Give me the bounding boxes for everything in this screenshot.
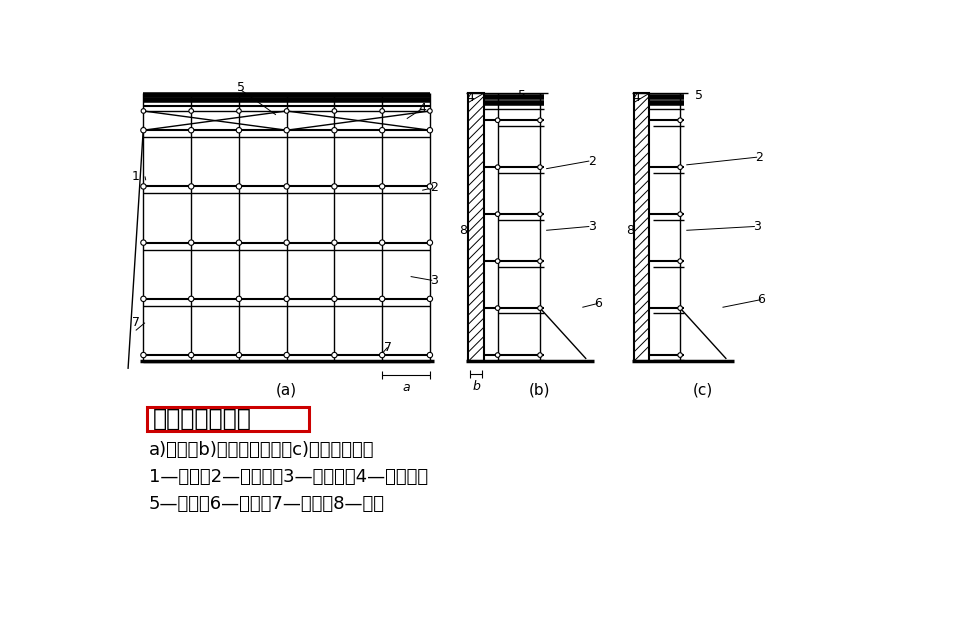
Circle shape xyxy=(678,165,683,169)
Circle shape xyxy=(284,184,290,189)
Circle shape xyxy=(495,306,500,310)
Circle shape xyxy=(236,240,242,245)
Circle shape xyxy=(537,212,542,216)
Text: 多立杆式脚手架: 多立杆式脚手架 xyxy=(153,407,251,431)
Circle shape xyxy=(284,240,290,245)
Circle shape xyxy=(141,296,146,301)
Circle shape xyxy=(141,128,146,133)
Circle shape xyxy=(188,296,194,301)
Text: 5: 5 xyxy=(518,89,527,102)
Circle shape xyxy=(380,352,385,358)
Text: 2: 2 xyxy=(588,155,596,167)
Text: 1—立杆；2—大横杆；3—小横杆；4—脚手板；: 1—立杆；2—大横杆；3—小横杆；4—脚手板； xyxy=(149,467,428,486)
Circle shape xyxy=(237,109,241,113)
Bar xyxy=(147,406,309,431)
Circle shape xyxy=(284,109,289,113)
Text: (c): (c) xyxy=(693,383,713,398)
Text: 2: 2 xyxy=(755,151,764,163)
Circle shape xyxy=(537,353,542,357)
Circle shape xyxy=(537,118,542,123)
Bar xyxy=(468,93,484,361)
Text: a)立面；b)侧面（双排）；c)侧面（单排）: a)立面；b)侧面（双排）；c)侧面（单排） xyxy=(149,441,375,459)
Circle shape xyxy=(495,212,500,216)
Circle shape xyxy=(236,352,242,358)
Circle shape xyxy=(188,352,194,358)
Circle shape xyxy=(188,184,194,189)
Circle shape xyxy=(332,296,337,301)
Circle shape xyxy=(380,128,385,133)
Circle shape xyxy=(332,128,337,133)
Circle shape xyxy=(236,296,242,301)
Circle shape xyxy=(141,240,146,245)
Circle shape xyxy=(427,352,432,358)
Circle shape xyxy=(427,240,432,245)
Text: 6: 6 xyxy=(594,297,601,310)
Circle shape xyxy=(678,306,683,310)
Circle shape xyxy=(236,184,242,189)
Circle shape xyxy=(188,240,194,245)
Text: 3: 3 xyxy=(753,220,761,233)
Circle shape xyxy=(537,306,542,310)
Text: 7: 7 xyxy=(132,316,140,329)
Circle shape xyxy=(380,240,385,245)
Text: 2: 2 xyxy=(430,181,438,195)
Text: 4: 4 xyxy=(467,92,474,104)
Circle shape xyxy=(678,353,683,357)
Circle shape xyxy=(678,212,683,216)
Circle shape xyxy=(141,184,146,189)
Text: 5: 5 xyxy=(237,81,246,93)
Circle shape xyxy=(284,352,290,358)
Circle shape xyxy=(284,296,290,301)
Text: a: a xyxy=(402,381,410,394)
Circle shape xyxy=(332,352,337,358)
Text: 7: 7 xyxy=(383,341,392,354)
Circle shape xyxy=(332,184,337,189)
Circle shape xyxy=(678,118,683,123)
Circle shape xyxy=(141,109,145,113)
Text: 6: 6 xyxy=(757,293,765,306)
Circle shape xyxy=(537,259,542,263)
Text: 5—栏杆；6—抛撑；7—斜撑；8—墙体: 5—栏杆；6—抛撑；7—斜撑；8—墙体 xyxy=(149,495,385,513)
Circle shape xyxy=(427,109,432,113)
Circle shape xyxy=(380,296,385,301)
Text: (a): (a) xyxy=(276,383,297,398)
Text: 8: 8 xyxy=(626,224,634,237)
Circle shape xyxy=(332,109,337,113)
Text: b: b xyxy=(472,380,480,394)
Circle shape xyxy=(189,109,193,113)
Bar xyxy=(634,93,649,361)
Text: 5: 5 xyxy=(695,89,704,102)
Circle shape xyxy=(284,128,290,133)
Circle shape xyxy=(332,240,337,245)
Text: (b): (b) xyxy=(529,383,551,398)
Circle shape xyxy=(427,296,432,301)
Text: 4: 4 xyxy=(419,102,426,115)
Circle shape xyxy=(495,353,500,357)
Text: 4: 4 xyxy=(632,92,641,104)
Circle shape xyxy=(427,184,432,189)
Circle shape xyxy=(427,128,432,133)
Text: 8: 8 xyxy=(459,224,467,237)
Circle shape xyxy=(236,128,242,133)
Circle shape xyxy=(495,165,500,169)
Circle shape xyxy=(495,118,500,123)
Text: 3: 3 xyxy=(430,274,438,287)
Circle shape xyxy=(678,259,683,263)
Circle shape xyxy=(380,184,385,189)
Text: 1: 1 xyxy=(132,170,140,183)
Text: 3: 3 xyxy=(588,220,596,233)
Circle shape xyxy=(495,259,500,263)
Circle shape xyxy=(141,352,146,358)
Circle shape xyxy=(188,128,194,133)
Circle shape xyxy=(537,165,542,169)
Circle shape xyxy=(380,109,384,113)
